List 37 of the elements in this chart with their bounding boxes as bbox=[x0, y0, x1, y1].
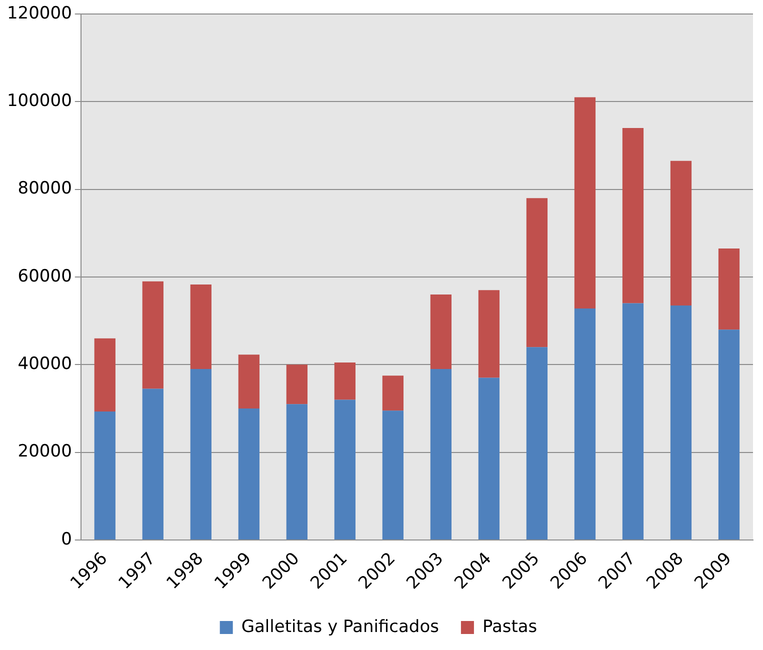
bar bbox=[622, 303, 644, 540]
y-tick-label: 60000 bbox=[18, 266, 72, 286]
bar bbox=[718, 248, 740, 330]
bar bbox=[94, 412, 116, 540]
y-tick-label: 0 bbox=[61, 529, 72, 550]
bar bbox=[670, 305, 692, 540]
y-tick-label: 80000 bbox=[18, 178, 72, 199]
bar bbox=[142, 281, 164, 389]
bar bbox=[382, 376, 404, 411]
bar bbox=[526, 347, 548, 540]
bar bbox=[574, 97, 596, 309]
bar bbox=[718, 330, 740, 540]
bar bbox=[238, 354, 260, 408]
bar bbox=[286, 364, 308, 404]
bar bbox=[574, 308, 596, 540]
bar bbox=[670, 160, 692, 306]
bar bbox=[526, 198, 548, 348]
bar bbox=[430, 294, 452, 370]
bar bbox=[334, 400, 356, 540]
y-tick-label: 20000 bbox=[18, 442, 72, 462]
bar bbox=[190, 284, 212, 370]
legend-label: Galletitas y Panificados bbox=[241, 616, 440, 637]
bar bbox=[94, 338, 116, 412]
bar bbox=[622, 128, 644, 304]
legend-label: Pastas bbox=[482, 616, 538, 637]
bar bbox=[142, 388, 164, 540]
y-tick-label: 120000 bbox=[6, 3, 72, 24]
bar bbox=[382, 410, 404, 540]
bar bbox=[430, 369, 452, 540]
bar bbox=[478, 378, 500, 540]
bar bbox=[190, 369, 212, 540]
y-tick-label: 40000 bbox=[18, 354, 72, 374]
bar bbox=[478, 290, 500, 378]
bar bbox=[286, 404, 308, 540]
bar bbox=[238, 408, 260, 540]
bar bbox=[334, 362, 356, 400]
y-tick-label: 100000 bbox=[6, 91, 72, 112]
